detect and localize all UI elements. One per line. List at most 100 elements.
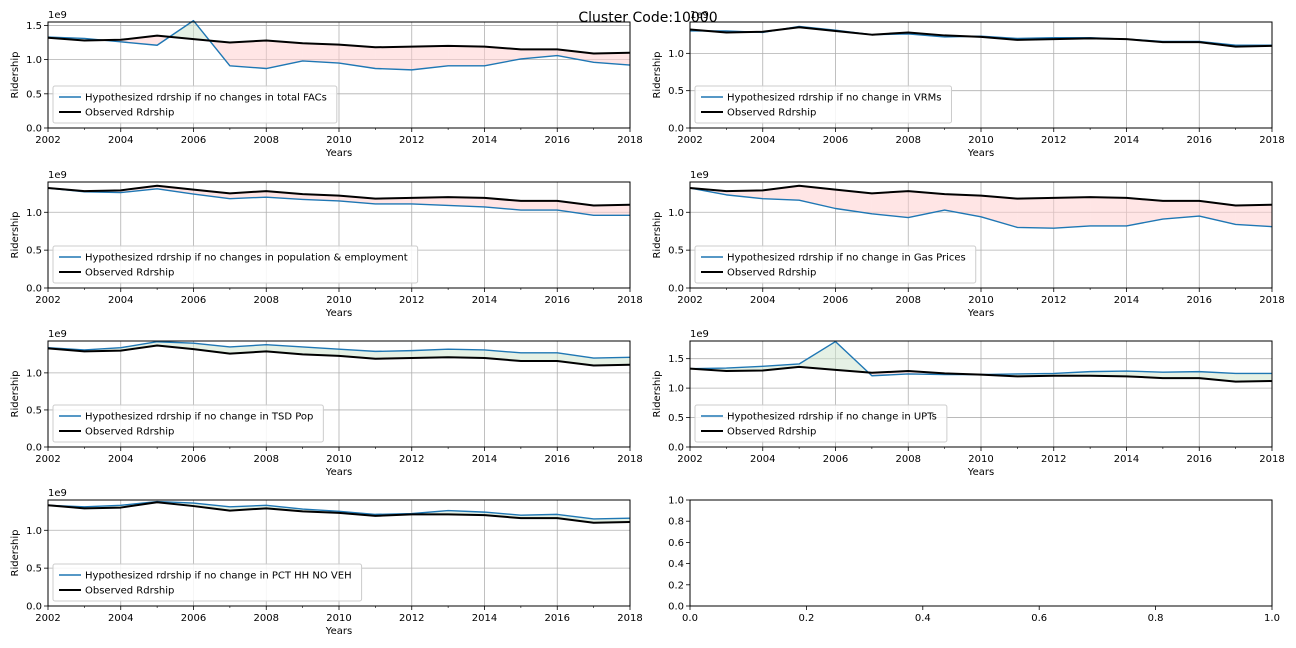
x-tick-label: 2004	[750, 135, 775, 146]
x-tick-label: 2006	[181, 295, 206, 306]
y-tick-label: 1.0	[26, 526, 42, 537]
legend-label: Observed Rdrship	[85, 586, 174, 597]
x-tick-label: 2004	[108, 135, 133, 146]
x-tick-label: 2010	[968, 135, 993, 146]
fill-above	[557, 352, 594, 366]
subplot-7: 2002 2004 2006 2008 2010 2012 2014 2016 2018 0.0 0…	[10, 488, 643, 637]
x-tick-label: 2014	[1114, 454, 1139, 465]
legend-label: Observed Rdrship	[727, 268, 816, 279]
axes-frame	[689, 499, 1273, 607]
legend-box	[694, 85, 952, 124]
y-tick-label: 1.0	[26, 55, 42, 66]
offset-text: 1e9	[48, 10, 67, 21]
x-tick-label: 2010	[968, 295, 993, 306]
x-tick-label: 2018	[617, 454, 642, 465]
legend-label: Observed Rdrship	[85, 268, 174, 279]
fill-below	[157, 185, 194, 195]
fill-below	[193, 189, 230, 199]
legend-label: Hypothesized rdrship if no change in PCT…	[85, 571, 352, 582]
x-tick-label: 2004	[108, 613, 133, 624]
y-axis-label: Ridership	[10, 370, 21, 417]
legend-label: Observed Rdrship	[727, 108, 816, 119]
x-tick-label: 2016	[1187, 454, 1212, 465]
y-tick-label: 0.8	[668, 517, 684, 528]
x-tick-label: 2002	[35, 613, 60, 624]
y-axis-label: Ridership	[652, 51, 663, 98]
x-tick-label: 0.0	[682, 613, 698, 624]
x-tick-label: 2006	[823, 135, 848, 146]
fill-below	[871, 191, 909, 218]
fill-below	[339, 44, 376, 69]
fill-below	[1090, 197, 1127, 226]
x-axis-label: Years	[967, 308, 994, 319]
fill-below	[120, 35, 158, 46]
x-tick-label: 2012	[1041, 454, 1066, 465]
legend-label: Hypothesized rdrship if no changes in to…	[85, 93, 327, 104]
fill-above	[593, 357, 630, 366]
observed-line	[689, 26, 1273, 48]
y-axis-label: Ridership	[10, 529, 21, 576]
x-tick-label: 2012	[399, 135, 424, 146]
fill-below	[448, 45, 485, 66]
x-tick-label: 0.8	[1148, 613, 1164, 624]
x-tick-label: 2018	[1259, 135, 1284, 146]
x-axis-label: Years	[967, 148, 994, 159]
x-tick-label: 2012	[1041, 135, 1066, 146]
x-tick-label: 2008	[254, 295, 279, 306]
y-tick-label: 0.0	[668, 443, 684, 454]
legend-box	[52, 563, 363, 602]
legend-label: Hypothesized rdrship if no change in Gas…	[727, 253, 966, 264]
fill-below	[448, 197, 485, 207]
x-tick-label: 2002	[35, 135, 60, 146]
y-tick-label: 0.0	[26, 284, 42, 295]
legend-box	[52, 404, 324, 443]
legend-box	[52, 245, 419, 284]
fill-below	[1162, 200, 1200, 220]
offset-text: 1e9	[690, 170, 709, 181]
x-tick-label: 2006	[181, 135, 206, 146]
legend-label: Observed Rdrship	[85, 427, 174, 438]
y-tick-label: 0.0	[26, 124, 42, 135]
fill-below	[266, 40, 303, 69]
x-tick-label: 2010	[968, 454, 993, 465]
legend: Hypothesized rdrship if no change in Gas…	[694, 245, 977, 284]
offset-text: 1e9	[690, 10, 709, 21]
x-tick-label: 0.6	[1031, 613, 1047, 624]
fill-above	[448, 349, 485, 359]
x-tick-label: 2004	[750, 295, 775, 306]
x-tick-label: 2018	[1259, 454, 1284, 465]
fill-below	[835, 189, 872, 214]
fill-below	[799, 185, 836, 209]
legend: Hypothesized rdrship if no change in VRM…	[694, 85, 952, 124]
y-tick-label: 1.0	[668, 496, 684, 507]
y-tick-label: 0.0	[668, 602, 684, 613]
y-tick-label: 0.5	[668, 246, 684, 257]
legend-label: Hypothesized rdrship if no changes in po…	[85, 253, 408, 264]
y-axis-label: Ridership	[10, 211, 21, 258]
x-tick-label: 2002	[35, 454, 60, 465]
x-tick-label: 2014	[1114, 295, 1139, 306]
x-tick-label: 2012	[1041, 295, 1066, 306]
subplot-5: 2002 2004 2006 2008 2010 2012 2014 2016 2018 0.0 0…	[10, 329, 643, 478]
x-tick-label: 2004	[108, 454, 133, 465]
fill-above	[799, 341, 836, 370]
legend: Hypothesized rdrship if no changes in po…	[52, 245, 419, 284]
fill-below	[484, 46, 521, 66]
y-tick-label: 0.5	[668, 413, 684, 424]
observed-line	[47, 501, 631, 524]
x-tick-label: 0.4	[915, 613, 931, 624]
hypothesized-line	[47, 500, 631, 520]
y-tick-label: 0.5	[668, 86, 684, 97]
fill-below	[1235, 204, 1272, 227]
x-tick-label: 2006	[823, 295, 848, 306]
x-tick-label: 2008	[254, 613, 279, 624]
fill-below	[981, 195, 1018, 228]
fill-below	[339, 195, 376, 204]
observed-line	[689, 365, 1273, 383]
x-tick-label: 2016	[1187, 295, 1212, 306]
legend-box	[694, 404, 948, 443]
fill-below	[1199, 200, 1236, 225]
x-tick-label: 2008	[254, 135, 279, 146]
x-axis-label: Years	[325, 308, 352, 319]
